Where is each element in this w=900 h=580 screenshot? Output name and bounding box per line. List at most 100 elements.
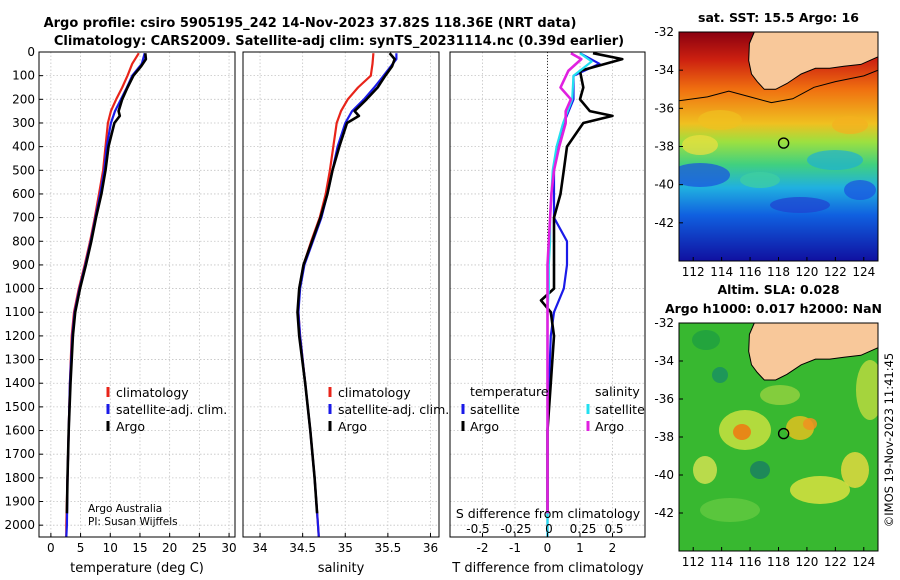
salinity-panel: 34 34.5 35 35.5 36 salinity climatology satelli… (242, 51, 449, 576)
map-title: sat. SST: 15.5 Argo: 16 (698, 10, 859, 25)
sst-patch (698, 110, 742, 130)
x-axis-label-top: S difference from climatology (456, 506, 641, 521)
top-tick-label: 0 (545, 522, 553, 536)
series-line-t-argo (539, 51, 624, 514)
map-y-tick-label: -40 (654, 178, 674, 192)
x-tick-label: 25 (192, 541, 207, 555)
y-tick-label: 0 (27, 45, 35, 59)
y-tick-label: 1400 (4, 376, 35, 390)
y-tick-label: 900 (12, 258, 35, 272)
title-line-2: Climatology: CARS2009. Satellite-adj cli… (54, 34, 624, 49)
series-line-argo (65, 53, 148, 514)
legend-label: climatology (116, 385, 189, 400)
x-tick-label: 1 (576, 541, 584, 555)
legend-label: climatology (338, 385, 411, 400)
x-tick-label: 34.5 (289, 541, 316, 555)
map-field (679, 32, 878, 261)
difference-panel: -2 -1 0 1 2 T difference from climatology temp… (449, 51, 646, 576)
x-tick-label: 10 (103, 541, 118, 555)
y-tick-label: 1000 (4, 282, 35, 296)
map-x-tick-label: 116 (739, 555, 762, 569)
y-tick-label: 1600 (4, 424, 35, 438)
map-y-tick-label: -38 (654, 430, 674, 444)
sst-patch (679, 163, 730, 187)
y-tick-label: 400 (12, 140, 35, 154)
map-y-tick-label: -40 (654, 468, 674, 482)
map-x-tick-label: 122 (824, 265, 847, 279)
sla-patch (803, 418, 817, 430)
map-x-tick-label: 114 (710, 555, 733, 569)
map-x-tick-label: 120 (795, 265, 818, 279)
legend-label: Argo (595, 419, 624, 434)
x-tick-label: 2 (609, 541, 617, 555)
legend-label: Argo (470, 419, 499, 434)
map-y-tick-label: -38 (654, 140, 674, 154)
legend-title-temperature: temperature (470, 384, 549, 399)
sst-patch (770, 197, 830, 213)
map-x-tick-label: 122 (824, 555, 847, 569)
x-tick-label: 0 (47, 541, 55, 555)
map-y-tick-label: -32 (654, 25, 674, 39)
sla-patch (692, 330, 720, 350)
legend-label: satellite (595, 402, 645, 417)
plot-area (243, 52, 439, 537)
map-y-tick-label: -36 (654, 101, 674, 115)
y-tick-label: 200 (12, 92, 35, 106)
legend-label: Argo (338, 419, 367, 434)
y-tick-label: 1300 (4, 353, 35, 367)
map-title-line-1: Altim. SLA: 0.028 (717, 282, 839, 297)
credit-line-1: Argo Australia (88, 503, 162, 515)
legend-label: satellite-adj. clim. (116, 402, 227, 417)
legend-label: satellite-adj. clim. (338, 402, 449, 417)
x-tick-label: 5 (77, 541, 85, 555)
x-tick-label: 20 (162, 541, 177, 555)
map-x-tick-label: 112 (682, 265, 705, 279)
x-axis-label: salinity (318, 561, 365, 576)
x-axis-label: temperature (deg C) (70, 561, 204, 576)
sla-patch (750, 461, 770, 479)
map-field (679, 323, 878, 551)
x-tick-label: -2 (477, 541, 489, 555)
y-tick-label: 800 (12, 234, 35, 248)
map-x-tick-label: 116 (739, 265, 762, 279)
x-axis-label: T difference from climatology (451, 561, 644, 576)
y-tick-label: 1200 (4, 329, 35, 343)
y-tick-label: 500 (12, 163, 35, 177)
sla-patch (733, 424, 751, 440)
x-tick-label: 15 (132, 541, 147, 555)
argo-float-marker (777, 137, 790, 149)
temperature-panel: 0 5 10 15 20 25 30 temperature (deg C) 0 100 200 30… (4, 45, 236, 576)
map-y-tick-label: -34 (654, 354, 674, 368)
y-tick-label: 700 (12, 211, 35, 225)
sla-patch (760, 385, 800, 405)
sla-patch (712, 367, 728, 383)
map-x-tick-label: 118 (767, 265, 790, 279)
map-title-line-2: Argo h1000: 0.017 h2000: NaN (665, 301, 882, 316)
top-tick-label: -0.5 (466, 522, 489, 536)
map-y-tick-label: -32 (654, 316, 674, 330)
map-x-tick-label: 118 (767, 555, 790, 569)
x-tick-label: 35 (338, 541, 353, 555)
sla-patch (693, 456, 717, 484)
y-tick-label: 1700 (4, 447, 35, 461)
y-tick-label: 1800 (4, 471, 35, 485)
y-tick-label: 600 (12, 187, 35, 201)
top-tick-label: 0.25 (570, 522, 597, 536)
map-x-tick-label: 112 (682, 555, 705, 569)
sst-patch (682, 135, 718, 155)
sst-map-panel: 112 114 116 118 120 122 124 -32 -34 -36 -38 -40 -42 s… (654, 10, 879, 279)
y-tick-label: 1100 (4, 305, 35, 319)
land-mass (748, 32, 878, 90)
map-y-tick-label: -42 (654, 216, 674, 230)
imos-timestamp: ©IMOS 19-Nov-2023 11:41:45 (882, 353, 896, 527)
sla-patch (856, 360, 878, 420)
legend-title-salinity: salinity (595, 384, 640, 399)
x-tick-label: 36 (423, 541, 438, 555)
sst-patch (832, 116, 868, 134)
series-line-s-argo (546, 52, 583, 514)
sst-patch (740, 172, 780, 188)
map-x-tick-label: 120 (795, 555, 818, 569)
top-tick-label: -0.25 (500, 522, 531, 536)
sla-map-panel: 112 114 116 118 120 122 124 -32 -34 -36 -38 -40 -42 A… (654, 282, 882, 569)
